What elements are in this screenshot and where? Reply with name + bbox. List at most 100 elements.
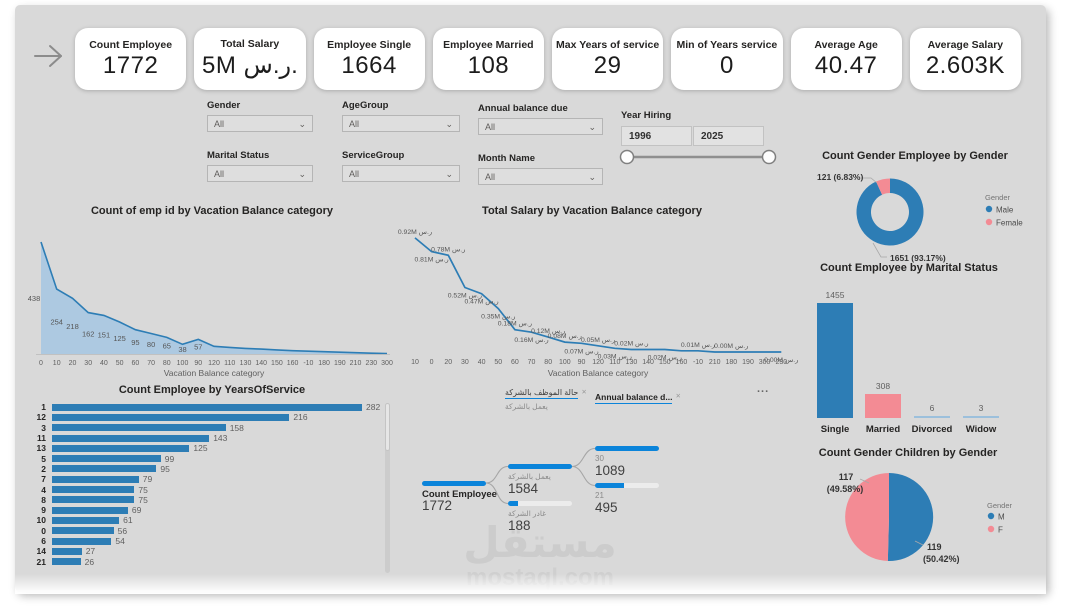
tree-node-bar[interactable] bbox=[595, 483, 659, 488]
kpi-card-label: Count Employee bbox=[89, 38, 173, 51]
bar[interactable] bbox=[52, 434, 210, 442]
slider-handle-min[interactable] bbox=[619, 149, 635, 165]
slicer-servicegroup: ServiceGroup All ⌄ bbox=[342, 150, 460, 182]
tree-node-label: Count Employee bbox=[422, 489, 497, 500]
bar[interactable] bbox=[52, 558, 81, 566]
kpi-card-label: Max Years of service bbox=[556, 38, 660, 51]
y-category-label: 11 bbox=[37, 433, 46, 444]
tree-node-label: يعمل بالشركة bbox=[508, 472, 551, 481]
tree-node-label: 21 bbox=[595, 491, 604, 500]
tree-node-bar[interactable] bbox=[422, 481, 486, 486]
data-label: 151 bbox=[98, 331, 111, 340]
right-arrow-icon[interactable] bbox=[33, 42, 67, 70]
bar[interactable] bbox=[52, 403, 362, 411]
donut-slice-female[interactable] bbox=[876, 178, 890, 195]
servicegroup-dropdown[interactable]: All ⌄ bbox=[342, 165, 460, 182]
data-label: 57 bbox=[194, 343, 202, 352]
bar[interactable] bbox=[817, 303, 853, 418]
bar[interactable] bbox=[52, 475, 139, 483]
tree-node-bar[interactable] bbox=[595, 446, 659, 451]
line-chart: 0.92M ر.س 0.81M ر.س 0.78M ر.س 0.52M ر.س0.47… bbox=[398, 229, 799, 378]
data-label: 0.01M ر.س bbox=[681, 342, 715, 349]
connector-line bbox=[571, 465, 596, 487]
marital-status-dropdown[interactable]: All ⌄ bbox=[207, 165, 313, 182]
kpi-card: Average Salary 2.603K bbox=[909, 28, 1021, 90]
value-label: 27 bbox=[85, 546, 96, 557]
bar[interactable] bbox=[52, 547, 82, 555]
x-tick-label: 160 bbox=[676, 359, 688, 366]
more-options-icon[interactable]: ... bbox=[757, 383, 770, 395]
value-label: 158 bbox=[229, 422, 244, 433]
slicer-annual-balance: Annual balance due All ⌄ bbox=[478, 103, 603, 135]
chevron-down-icon: ⌄ bbox=[298, 118, 306, 129]
x-tick-label: -10 bbox=[693, 359, 703, 366]
bar[interactable] bbox=[865, 393, 901, 418]
tree-node-value: 1584 bbox=[508, 481, 539, 496]
bar[interactable] bbox=[52, 506, 128, 514]
kpi-card-label: Average Salary bbox=[927, 38, 1004, 51]
bar-row: 3 158 bbox=[28, 423, 388, 433]
scrollbar-track[interactable] bbox=[385, 403, 390, 573]
bar[interactable] bbox=[52, 516, 120, 524]
slicer-label: Annual balance due bbox=[478, 103, 568, 114]
salary-line[interactable] bbox=[414, 237, 782, 353]
connector-line bbox=[485, 482, 509, 505]
gender-dropdown[interactable]: All ⌄ bbox=[207, 115, 313, 132]
bar[interactable] bbox=[52, 444, 190, 452]
legend-item[interactable]: Male bbox=[996, 206, 1014, 215]
x-tick-label: 140 bbox=[255, 360, 267, 367]
legend-item[interactable]: M bbox=[998, 513, 1005, 522]
bar[interactable] bbox=[52, 413, 290, 421]
month-name-dropdown[interactable]: All ⌄ bbox=[478, 168, 603, 185]
data-label: 0.05M ر.س bbox=[581, 337, 615, 344]
x-tick-label: 10 bbox=[411, 359, 419, 366]
bar[interactable] bbox=[52, 537, 112, 545]
annual-balance-dropdown[interactable]: All ⌄ bbox=[478, 118, 603, 135]
year-from-input[interactable]: 1996 bbox=[621, 126, 692, 146]
bar[interactable] bbox=[914, 416, 950, 418]
callout-label: (50.42%) bbox=[923, 554, 960, 564]
x-tick-label: 160 bbox=[287, 360, 299, 367]
x-tick-label: 50 bbox=[494, 359, 502, 366]
kpi-card: Max Years of service 29 bbox=[552, 28, 664, 90]
kpi-card-value: 2.603K bbox=[925, 51, 1005, 79]
bar[interactable] bbox=[52, 496, 135, 504]
bar[interactable] bbox=[52, 527, 114, 535]
dropdown-value: All bbox=[485, 121, 496, 132]
value-label: 79 bbox=[142, 474, 153, 485]
tree-node-bar[interactable] bbox=[508, 464, 572, 469]
pie-slice-m[interactable] bbox=[887, 472, 934, 561]
legend-item[interactable]: F bbox=[998, 526, 1003, 535]
agegroup-dropdown[interactable]: All ⌄ bbox=[342, 115, 460, 132]
bar[interactable] bbox=[52, 424, 226, 432]
close-icon[interactable]: ✕ bbox=[581, 389, 587, 396]
bar[interactable] bbox=[52, 465, 157, 473]
bar-row: 21 26 bbox=[28, 556, 388, 567]
x-tick-label: 190 bbox=[334, 360, 346, 367]
close-icon[interactable]: ✕ bbox=[675, 393, 681, 400]
value-label: 308 bbox=[875, 380, 891, 391]
legend-item[interactable]: Female bbox=[996, 219, 1023, 228]
slider-handle-max[interactable] bbox=[761, 149, 777, 165]
donut-slice-male[interactable] bbox=[856, 178, 924, 246]
tree-connectors bbox=[485, 447, 596, 505]
year-range-slider[interactable] bbox=[619, 148, 777, 166]
bar[interactable] bbox=[52, 486, 135, 494]
area-line[interactable] bbox=[40, 241, 388, 355]
bar[interactable] bbox=[52, 455, 161, 463]
y-category-label: 21 bbox=[36, 556, 46, 567]
tree-node-value: 1772 bbox=[422, 498, 453, 513]
kpi-card: Min of Years service 0 bbox=[671, 28, 783, 90]
tree-level1-header: حالة الموظف بالشركة ✕ bbox=[505, 388, 587, 399]
chevron-down-icon: ⌄ bbox=[298, 168, 306, 179]
y-category-label: 12 bbox=[36, 412, 46, 423]
tree-node-bar[interactable] bbox=[508, 501, 572, 506]
kpi-card-label: Average Age bbox=[814, 38, 878, 51]
x-tick-label: 90 bbox=[194, 360, 202, 367]
dropdown-value: All bbox=[485, 171, 496, 182]
year-to-input[interactable]: 2025 bbox=[693, 126, 764, 146]
tree-node-label: 30 bbox=[595, 454, 604, 463]
pie-slice-f[interactable] bbox=[845, 473, 889, 561]
bar[interactable] bbox=[963, 416, 999, 418]
scrollbar-thumb[interactable] bbox=[385, 403, 390, 451]
